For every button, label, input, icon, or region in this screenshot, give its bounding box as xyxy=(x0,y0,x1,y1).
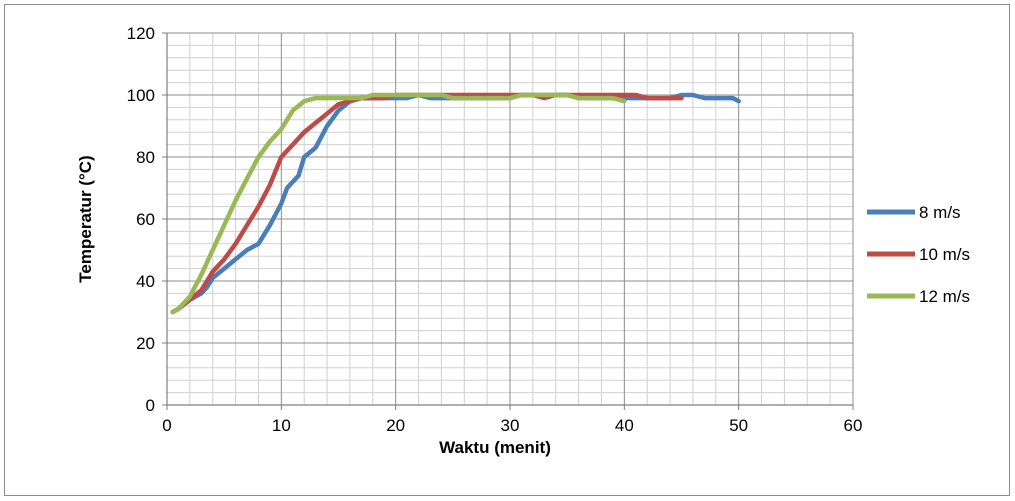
y-tick-label: 60 xyxy=(136,210,155,229)
chart-frame: 0 10 20 30 40 50 60 0 20 40 60 80 100 120 Waktu (meni… xyxy=(4,4,1010,496)
x-tick-label: 50 xyxy=(729,416,748,435)
line-chart: 0 10 20 30 40 50 60 0 20 40 60 80 100 120 Waktu (meni… xyxy=(76,24,970,457)
series-lines xyxy=(170,92,741,315)
legend-label: 8 m/s xyxy=(919,203,961,222)
x-axis-title: Waktu (menit) xyxy=(439,438,551,457)
y-tick-label: 100 xyxy=(127,86,155,105)
x-tick-label: 0 xyxy=(162,416,171,435)
legend-label: 12 m/s xyxy=(919,287,970,306)
y-tick-label: 80 xyxy=(136,148,155,167)
x-tick-label: 60 xyxy=(844,416,863,435)
y-tick-label: 120 xyxy=(127,24,155,43)
legend: 8 m/s 10 m/s 12 m/s xyxy=(867,203,970,306)
legend-label: 10 m/s xyxy=(919,245,970,264)
x-tick-label: 20 xyxy=(386,416,405,435)
axes xyxy=(162,32,854,410)
grid xyxy=(167,32,854,405)
y-tick-label: 40 xyxy=(136,272,155,291)
y-tick-label: 20 xyxy=(136,334,155,353)
x-tick-label: 10 xyxy=(272,416,291,435)
x-tick-label: 40 xyxy=(615,416,634,435)
tick-labels: 0 10 20 30 40 50 60 0 20 40 60 80 100 120 xyxy=(127,24,863,435)
x-tick-label: 30 xyxy=(501,416,520,435)
y-tick-label: 0 xyxy=(146,396,155,415)
series-line xyxy=(170,92,684,315)
y-axis-title: Temperatur (°C) xyxy=(76,155,95,282)
series-line xyxy=(170,92,627,315)
